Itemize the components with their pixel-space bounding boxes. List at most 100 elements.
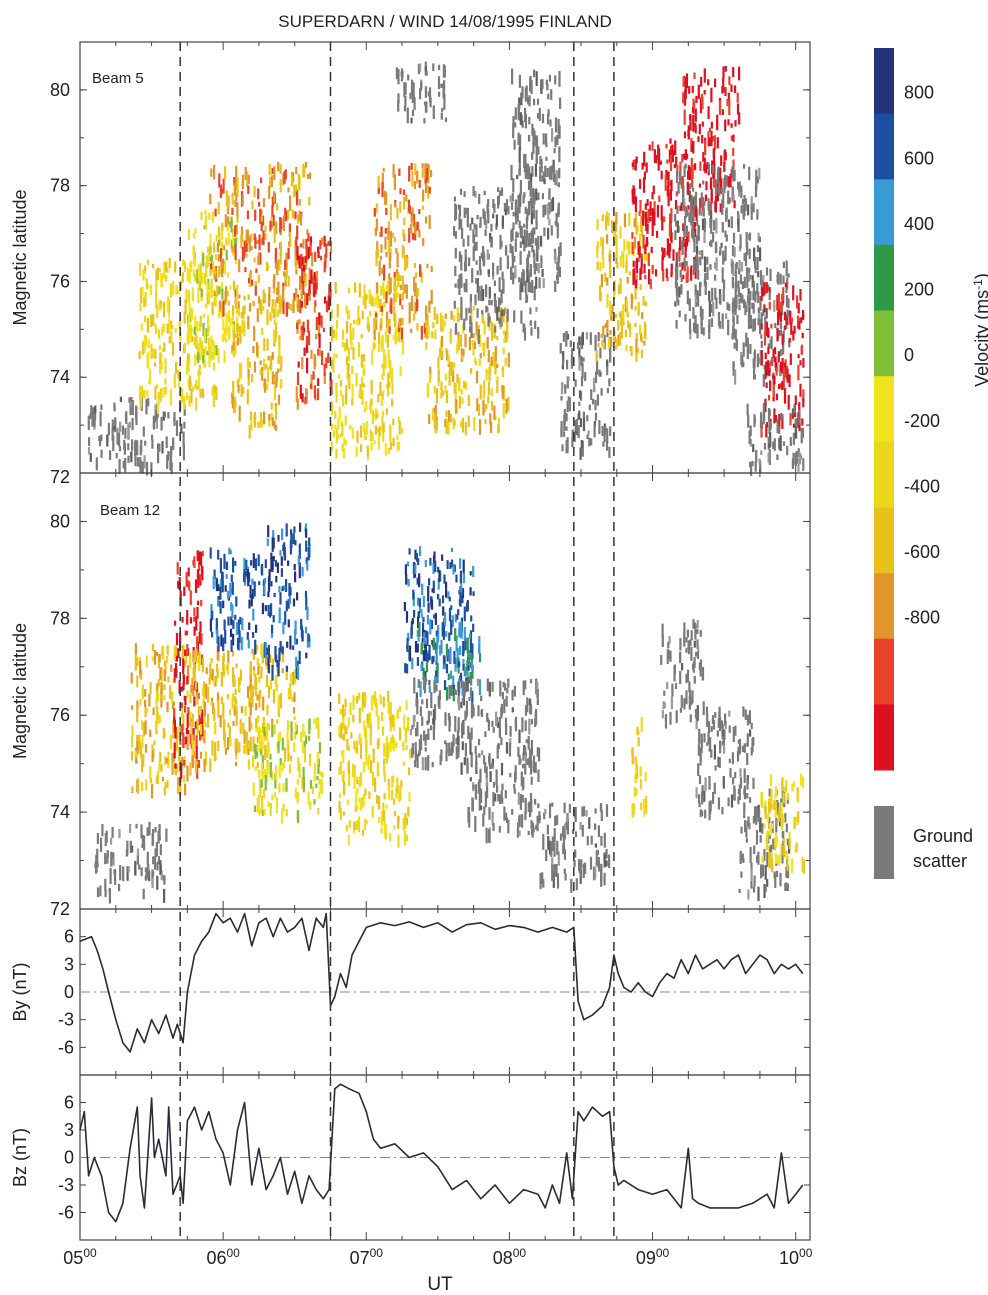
echo-bar xyxy=(226,694,230,699)
echo-bar xyxy=(135,823,138,829)
echo-bar xyxy=(550,199,553,212)
echo-bar xyxy=(744,301,747,316)
echo-bar xyxy=(188,290,191,303)
echo-bar xyxy=(393,174,396,190)
echo-bar xyxy=(201,566,204,581)
echo-bar xyxy=(463,757,466,766)
echo-bar xyxy=(529,768,533,775)
echo-bar xyxy=(402,229,405,238)
echo-bar xyxy=(659,160,662,165)
echo-bar xyxy=(200,724,203,735)
echo-bar xyxy=(573,431,576,442)
echo-bar xyxy=(235,663,238,669)
echo-bar xyxy=(507,352,510,368)
echo-bar xyxy=(341,774,344,783)
echo-bar xyxy=(313,306,316,313)
echo-bar xyxy=(150,462,153,476)
echo-bar xyxy=(557,182,560,188)
echo-bar xyxy=(424,163,427,179)
echo-bar xyxy=(649,278,652,289)
echo-bar xyxy=(402,761,405,766)
echo-bar xyxy=(292,532,295,545)
echo-bar xyxy=(645,253,648,262)
echo-bar xyxy=(695,208,698,221)
echo-bar xyxy=(698,183,701,188)
echo-bar xyxy=(586,836,589,846)
echo-bar xyxy=(441,390,444,397)
echo-bar xyxy=(466,215,469,228)
echo-bar xyxy=(288,583,291,596)
echo-bar xyxy=(271,624,274,634)
echo-bar xyxy=(160,870,163,881)
echo-bar xyxy=(259,208,262,219)
echo-bar xyxy=(781,333,784,345)
echo-bar xyxy=(594,399,597,411)
echo-bar xyxy=(236,338,239,346)
echo-bar xyxy=(629,346,632,351)
echo-bar xyxy=(162,645,165,660)
echo-bar xyxy=(436,315,439,322)
echo-bar xyxy=(746,341,749,354)
echo-bar xyxy=(706,256,709,265)
echo-bar xyxy=(720,242,723,248)
echo-bar xyxy=(696,245,699,255)
echo-bar xyxy=(380,317,383,325)
echo-bar xyxy=(252,346,255,354)
echo-bar xyxy=(403,714,406,730)
echo-bar xyxy=(713,162,716,174)
echo-bar xyxy=(391,734,394,747)
echo-bar xyxy=(418,229,421,238)
echo-bar xyxy=(134,654,137,671)
echo-bar xyxy=(762,410,765,425)
echo-bar xyxy=(166,267,169,273)
echo-bar xyxy=(768,443,771,449)
echo-bar xyxy=(734,120,737,127)
echo-bar xyxy=(157,400,160,414)
echo-bar xyxy=(558,266,561,278)
echo-bar xyxy=(294,240,297,257)
echo-bar xyxy=(768,301,771,310)
echo-bar xyxy=(203,711,206,726)
echo-bar xyxy=(661,216,664,231)
echo-bar xyxy=(749,438,752,447)
echo-bar xyxy=(447,410,451,422)
echo-bar xyxy=(675,252,678,267)
echo-bar xyxy=(279,592,282,605)
echo-bar xyxy=(323,296,327,304)
echo-bar xyxy=(692,122,695,132)
echo-bar xyxy=(453,419,456,426)
echo-bar xyxy=(669,243,672,252)
echo-bar xyxy=(112,858,115,866)
echo-bar xyxy=(470,727,473,740)
echo-bar xyxy=(433,680,436,694)
echo-bar xyxy=(196,600,200,606)
echo-bar xyxy=(299,299,302,314)
echo-bar xyxy=(173,417,176,422)
echo-bar xyxy=(397,100,400,112)
echo-bar xyxy=(211,631,214,638)
echo-bar xyxy=(491,321,494,332)
echo-bar xyxy=(157,830,160,844)
echo-bar xyxy=(618,312,621,318)
echo-bar xyxy=(199,751,203,759)
echo-bar xyxy=(223,719,226,727)
echo-bar xyxy=(767,452,770,463)
echo-bar xyxy=(733,342,736,349)
echo-bar xyxy=(746,273,749,288)
echo-bar xyxy=(422,238,425,246)
echo-bar xyxy=(265,655,268,666)
echo-bar xyxy=(795,430,798,439)
echo-bar xyxy=(222,300,225,317)
echo-bar xyxy=(694,284,697,296)
echo-bar xyxy=(640,266,643,274)
echo-bar xyxy=(170,331,173,344)
echo-bar xyxy=(304,273,307,287)
echo-bar xyxy=(342,714,345,730)
echo-bar xyxy=(347,717,350,728)
echo-bar xyxy=(660,170,663,180)
echo-bar xyxy=(285,600,288,612)
echo-bar xyxy=(683,224,686,238)
echo-bar xyxy=(294,620,297,635)
echo-bar xyxy=(306,174,310,179)
echo-bar xyxy=(293,716,296,721)
